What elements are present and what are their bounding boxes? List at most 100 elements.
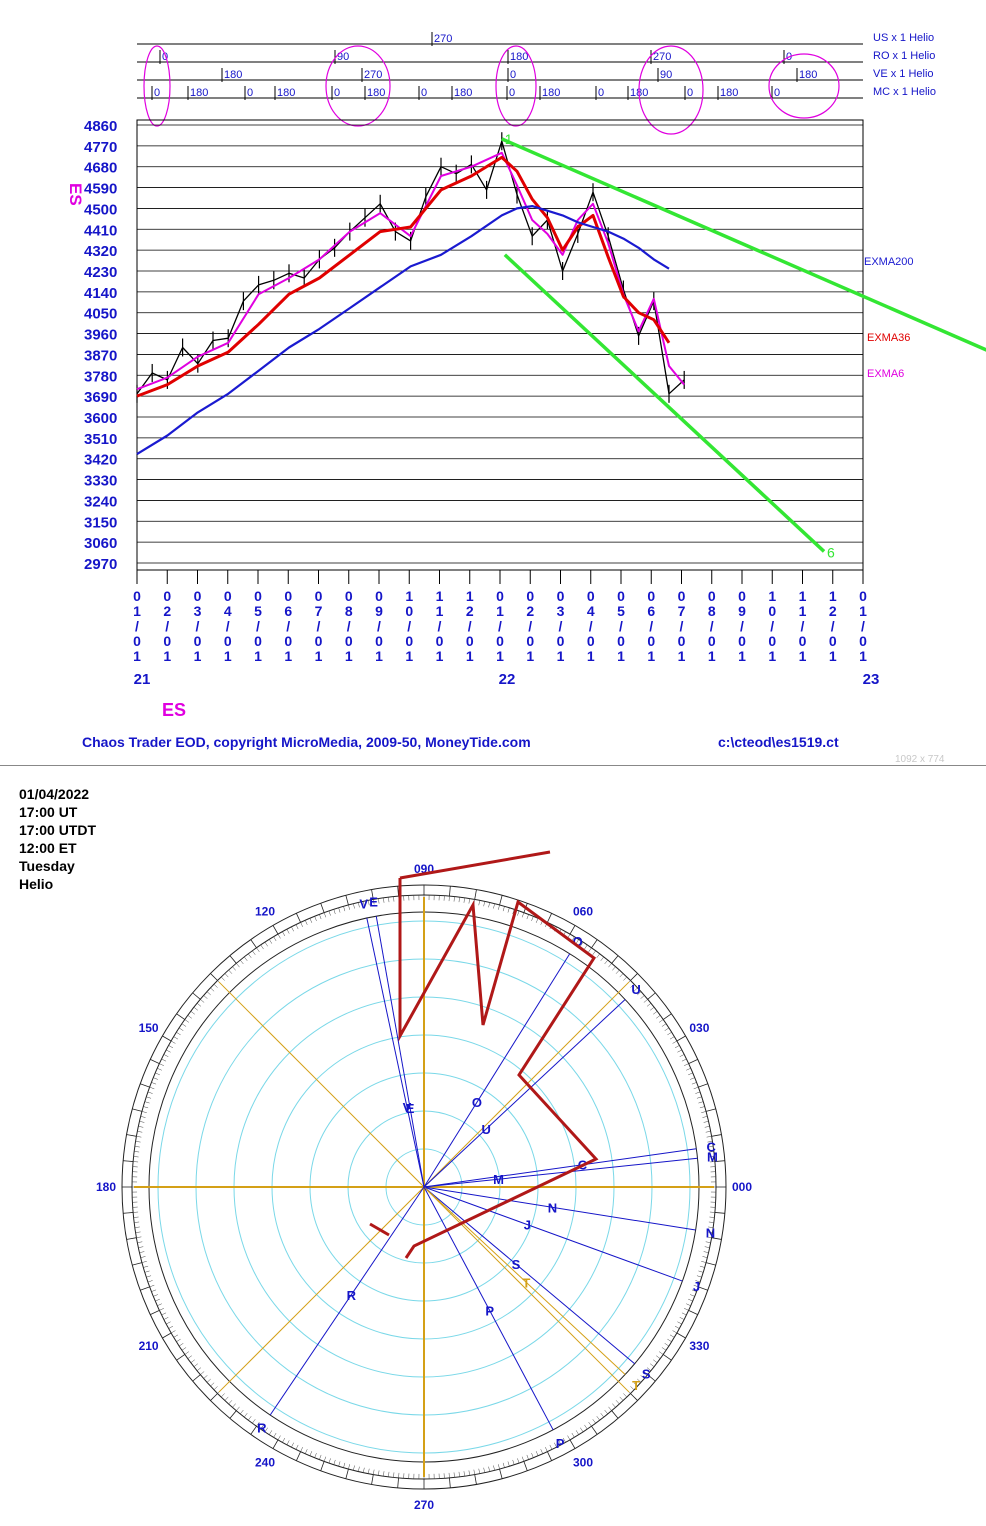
wheel-minor-tick — [348, 904, 350, 910]
wheel-tick — [123, 1212, 134, 1214]
wheel-minor-tick — [282, 931, 286, 937]
wheel-minor-tick — [686, 1303, 691, 1306]
wheel-minor-tick — [696, 1096, 702, 1099]
x-tick-label: 1 — [708, 648, 716, 664]
wheel-minor-tick — [619, 1396, 624, 1401]
wheel-minor-tick — [228, 1400, 233, 1405]
x-tick-label: 0 — [284, 588, 292, 604]
wheel-minor-tick — [260, 1424, 264, 1430]
x-tick-label: 0 — [224, 588, 232, 604]
wheel-minor-tick — [521, 1456, 525, 1462]
wheel-tick — [210, 973, 218, 981]
wheel-minor-tick — [252, 950, 256, 955]
wheel-minor-tick — [535, 918, 539, 923]
y-tick-label: 3150 — [84, 514, 117, 531]
trend-line — [503, 253, 826, 553]
wheel-minor-tick — [244, 1413, 248, 1418]
x-tick-label: 1 — [829, 648, 837, 664]
x-tick-label: 3 — [557, 603, 565, 619]
wheel-minor-tick — [637, 1378, 642, 1383]
wheel-minor-tick — [608, 1406, 612, 1411]
wheel-tick — [371, 889, 374, 900]
wheel-minor-tick — [144, 1101, 150, 1104]
wheel-minor-tick — [286, 929, 290, 934]
wheel-minor-tick — [155, 1298, 160, 1302]
x-tick-label: 1 — [466, 588, 474, 604]
cycle-marker-rows: US x 1 Helio RO x 1 Helio VE x 1 Helio MC x… — [137, 32, 936, 135]
wheel-degree-label: 210 — [139, 1339, 159, 1353]
wheel-tick — [662, 1354, 672, 1361]
x-axis-label: ES — [162, 700, 187, 720]
wheel-minor-tick — [686, 1068, 691, 1071]
wheel-tick — [229, 955, 237, 964]
wheel-minor-tick — [633, 987, 638, 992]
wheel-minor-tick — [383, 1471, 385, 1477]
x-tick-label: 2 — [526, 603, 534, 619]
wheel-minor-tick — [679, 1054, 685, 1057]
wheel-minor-tick — [608, 963, 612, 968]
x-tick-label: 1 — [829, 588, 837, 604]
wheel-minor-tick — [453, 896, 455, 902]
wheel-minor-tick — [173, 1036, 179, 1040]
x-tick-label: 0 — [738, 633, 746, 649]
wheel-minor-tick — [146, 1096, 152, 1099]
year-label: 21 — [134, 671, 151, 688]
wheel-tick — [140, 1286, 150, 1291]
planet-spoke — [423, 1157, 698, 1188]
y-tick-label: 4140 — [84, 285, 117, 302]
planet-letter-outer: C — [706, 1140, 716, 1155]
wheel-minor-tick — [388, 1471, 390, 1477]
wheel-minor-tick — [378, 1470, 380, 1476]
wheel-minor-tick — [575, 939, 579, 944]
planet-spoke — [423, 1148, 697, 1188]
wheel-tick — [569, 1439, 576, 1449]
planet-letter-outer: S — [642, 1366, 651, 1381]
wheel-minor-tick — [708, 1226, 714, 1228]
wheel-minor-tick — [588, 1421, 592, 1427]
wheel-minor-tick — [706, 1236, 712, 1238]
x-tick-label: 8 — [345, 603, 353, 619]
wheel-minor-tick — [291, 1442, 294, 1448]
wheel-minor-tick — [688, 1298, 693, 1302]
info-mode: Helio — [19, 876, 54, 892]
wheel-minor-tick — [604, 959, 608, 965]
wheel-minor-tick — [580, 941, 584, 947]
wheel-minor-tick — [468, 1470, 470, 1476]
wheel-minor-tick — [707, 1231, 713, 1233]
wheel-tick — [192, 1374, 201, 1382]
x-tick-label: 2 — [829, 603, 837, 619]
x-tick-label: 1 — [647, 648, 655, 664]
wheel-minor-tick — [147, 1280, 153, 1283]
x-tick-label: 1 — [587, 648, 595, 664]
x-tick-label: 0 — [587, 633, 595, 649]
x-tick-label: 0 — [768, 633, 776, 649]
cycle-highlight-circle — [638, 45, 704, 135]
planet-letter-outer: R — [257, 1420, 267, 1435]
cycle-highlight-circle — [495, 45, 537, 127]
wheel-minor-tick — [545, 1447, 548, 1452]
wheel-minor-tick — [699, 1106, 705, 1109]
wheel-minor-tick — [144, 1270, 150, 1273]
cycle-marker-label: 270 — [434, 33, 452, 45]
x-tick-label: 1 — [768, 648, 776, 664]
wheel-minor-tick — [373, 1469, 375, 1475]
y-tick-label: 4860 — [84, 118, 117, 135]
x-tick-label: / — [770, 618, 774, 634]
wheel-minor-tick — [269, 939, 273, 944]
x-tick-label: / — [649, 618, 653, 634]
wheel-minor-tick — [206, 1378, 211, 1383]
wheel-minor-tick — [319, 1454, 322, 1460]
y-tick-label: 2970 — [84, 556, 117, 573]
wheel-minor-tick — [210, 1382, 215, 1387]
cycle-marker-label: 180 — [277, 87, 295, 99]
wheel-minor-tick — [478, 1468, 480, 1474]
planet-letter-inner: M — [493, 1172, 504, 1187]
x-tick-label: / — [347, 618, 351, 634]
x-tick-label: 1 — [466, 648, 474, 664]
x-tick-label: 0 — [738, 588, 746, 604]
wheel-minor-tick — [170, 1040, 176, 1044]
wheel-minor-tick — [338, 1461, 341, 1467]
x-tick-label: 0 — [224, 633, 232, 649]
y-tick-label: 4320 — [84, 243, 117, 260]
x-tick-label: 0 — [708, 633, 716, 649]
